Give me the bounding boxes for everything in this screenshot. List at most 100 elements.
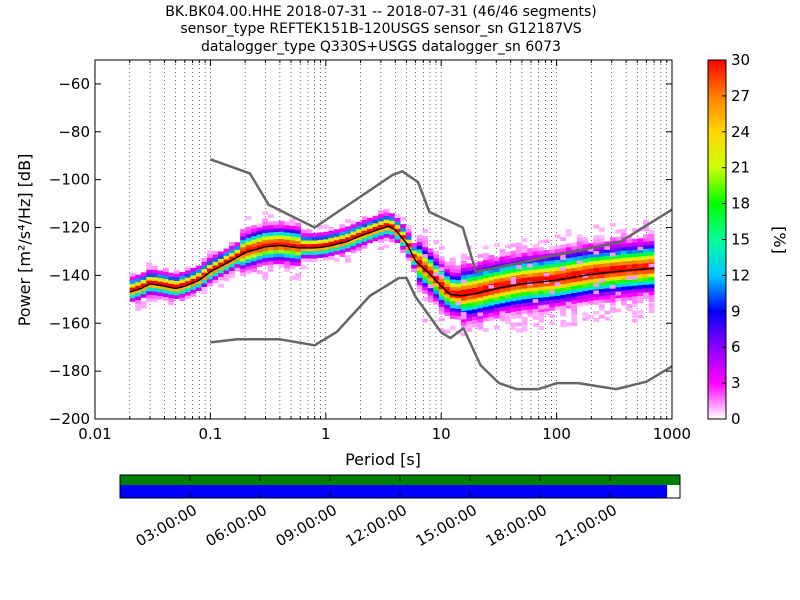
psd-cell	[389, 220, 395, 225]
psd-cell	[190, 267, 197, 272]
psd-cell	[251, 250, 257, 255]
psd-cell	[466, 281, 473, 286]
psd-cell	[571, 310, 578, 315]
psd-cell	[460, 289, 467, 294]
psd-cell	[477, 325, 484, 330]
psd-cell	[251, 268, 257, 273]
psd-cell	[240, 236, 246, 241]
psd-cell	[168, 276, 175, 281]
psd-cell	[505, 319, 511, 324]
psd-cell	[626, 257, 633, 262]
psd-cell	[273, 256, 280, 261]
psd-cell	[510, 297, 517, 302]
psd-cell	[322, 231, 329, 236]
psd-cell	[322, 224, 329, 229]
psd-cell	[582, 240, 589, 245]
psd-cell	[538, 308, 545, 313]
psd-cell	[632, 256, 638, 261]
psd-cell	[240, 250, 246, 255]
psd-cell	[648, 248, 655, 253]
psd-cell	[422, 286, 429, 291]
psd-cell	[615, 294, 622, 299]
psd-cell	[565, 297, 572, 302]
psd-cell	[350, 242, 357, 246]
psd-cell	[201, 290, 208, 295]
psd-cell	[499, 295, 506, 300]
psd-cell	[466, 310, 473, 314]
psd-cell	[499, 249, 506, 254]
psd-cell	[554, 288, 561, 293]
psd-cell	[648, 230, 655, 235]
psd-cell	[477, 264, 484, 269]
psd-cell	[549, 296, 556, 301]
psd-cell	[207, 278, 213, 283]
psd-cell	[135, 303, 142, 308]
psd-cell	[505, 287, 511, 292]
psd-cell	[328, 230, 335, 235]
psd-cell	[256, 270, 263, 275]
psd-cell	[587, 243, 594, 248]
psd-cell	[648, 303, 655, 307]
psd-cell	[460, 279, 467, 284]
psd-cell	[306, 254, 313, 259]
psd-cell	[135, 285, 142, 290]
psd-cell	[300, 250, 307, 255]
psd-cell	[256, 252, 263, 257]
psd-cell	[488, 272, 495, 277]
psd-cell	[571, 314, 578, 319]
psd-cell	[615, 251, 622, 255]
psd-cell	[405, 232, 412, 237]
psd-cell	[582, 262, 589, 267]
psd-cell	[609, 309, 616, 313]
psd-cell	[433, 286, 440, 291]
psd-cell	[245, 262, 252, 267]
psd-cell	[543, 268, 550, 272]
psd-cell	[637, 263, 644, 268]
psd-cell	[383, 244, 390, 249]
psd-cell	[466, 324, 473, 329]
psd-cell	[438, 245, 445, 250]
psd-cell	[195, 283, 202, 288]
psd-cell	[587, 279, 594, 283]
psd-cell	[273, 235, 280, 240]
psd-cell	[615, 247, 622, 252]
psd-cell	[560, 308, 567, 313]
psd-cell	[604, 266, 611, 271]
psd-cell	[444, 301, 451, 306]
psd-cell	[278, 253, 285, 257]
psd-cell	[532, 269, 539, 274]
psd-cell	[549, 285, 556, 290]
psd-cell	[245, 226, 252, 231]
psd-cell	[460, 303, 467, 308]
psd-cell	[648, 273, 655, 278]
psd-cell	[587, 282, 594, 287]
psd-cell	[427, 284, 434, 288]
psd-cell	[135, 299, 142, 304]
psd-cell	[317, 232, 324, 237]
psd-cell	[560, 267, 567, 271]
psd-cell	[151, 266, 158, 270]
psd-cell	[400, 216, 407, 221]
psd-cell	[609, 280, 616, 285]
psd-cell	[604, 284, 611, 289]
psd-cell	[278, 242, 285, 247]
psd-cell	[626, 246, 633, 251]
psd-cell	[449, 286, 456, 291]
psd-cell	[609, 248, 616, 252]
psd-cell	[405, 257, 412, 262]
psd-cell	[626, 278, 633, 283]
psd-cell	[510, 268, 517, 273]
coverage-tick-label: 09:00:00	[273, 501, 340, 550]
psd-cell	[543, 272, 550, 277]
psd-cell	[427, 248, 434, 253]
psd-cell	[582, 236, 589, 241]
psd-cell	[207, 271, 213, 276]
psd-cell	[527, 251, 533, 256]
psd-cell	[284, 221, 291, 226]
psd-cell	[433, 254, 440, 259]
psd-cell	[576, 237, 583, 242]
psd-cell	[565, 322, 572, 327]
psd-cell	[587, 253, 594, 258]
psd-cell	[162, 285, 169, 290]
psd-cell	[621, 297, 627, 302]
